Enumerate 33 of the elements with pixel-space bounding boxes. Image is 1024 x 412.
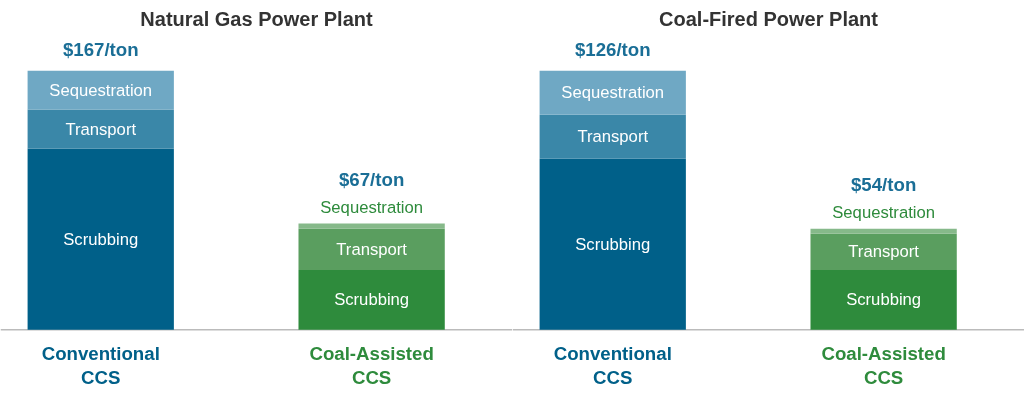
annotation: $54/ton xyxy=(850,174,917,196)
text: Transport xyxy=(577,127,649,147)
annotation: $167/ton xyxy=(62,39,139,61)
bar xyxy=(27,109,174,149)
bar xyxy=(810,270,957,330)
x-tick-label: Coal-Assisted CCS xyxy=(309,342,434,388)
bar xyxy=(539,114,686,159)
text: Scrubbing xyxy=(575,234,651,254)
series-label: Transport xyxy=(848,242,920,262)
bar xyxy=(810,233,957,271)
bar xyxy=(539,70,686,115)
text: Scrubbing xyxy=(63,229,139,249)
bar xyxy=(298,223,445,229)
annotation: $67/ton xyxy=(338,168,405,190)
series-label: Sequestration xyxy=(320,198,424,218)
series-label: Scrubbing xyxy=(846,290,922,310)
chart-title: Coal-Fired Power Plant xyxy=(659,7,879,30)
x-tick-label: Conventional CCS xyxy=(41,342,160,388)
bar xyxy=(298,270,445,330)
text: Transport xyxy=(336,239,407,259)
x-tick-label: Coal-Assisted CCS xyxy=(821,342,946,388)
text: Sequestration xyxy=(561,83,665,103)
series-label: Scrubbing xyxy=(334,290,410,310)
chart-title: Natural Gas Power Plant xyxy=(140,7,373,30)
series-label: Sequestration xyxy=(832,203,936,223)
bar xyxy=(298,228,445,271)
x-tick-label: Conventional CCS xyxy=(553,342,672,388)
text: Sequestration xyxy=(49,80,153,100)
bar xyxy=(810,228,957,234)
annotation: $126/ton xyxy=(574,39,651,61)
series-label: Transport xyxy=(65,119,137,139)
bar xyxy=(539,158,686,330)
bar xyxy=(27,148,174,330)
